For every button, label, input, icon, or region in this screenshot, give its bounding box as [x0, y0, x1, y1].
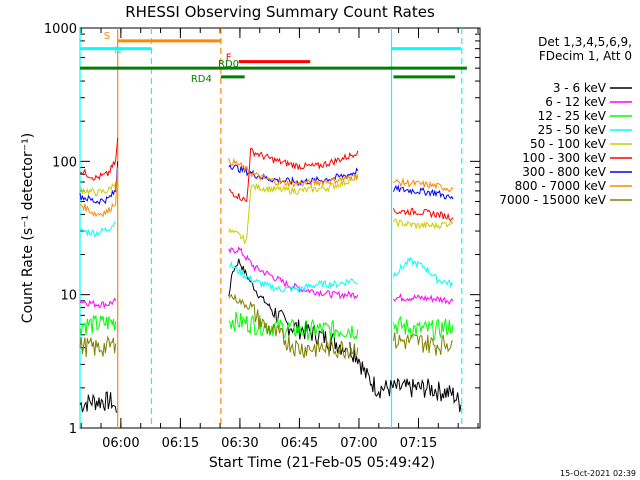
legend-entry-label: 50 - 100 keV	[530, 137, 607, 151]
plot-frame	[79, 27, 481, 429]
legend-entry-label: 800 - 7000 keV	[515, 179, 607, 193]
series-path	[228, 246, 359, 300]
series-path	[79, 314, 117, 336]
series-path	[228, 147, 359, 203]
series-path	[393, 292, 454, 306]
series-path	[228, 164, 359, 187]
legend-header-line-2: FDecim 1, Att 0	[539, 49, 632, 63]
series-path	[79, 297, 117, 310]
y-axis-label: Count Rate (s⁻¹ detector⁻¹)	[20, 133, 36, 323]
series-path	[79, 181, 117, 197]
series-path	[393, 332, 454, 356]
annotation-label: RD0	[218, 59, 239, 70]
series-path	[228, 311, 359, 341]
x-tick-label: 06:45	[281, 436, 318, 451]
series-path	[228, 260, 359, 293]
legend-entry-label: 7000 - 15000 keV	[499, 193, 606, 207]
annotation-label: RD4	[191, 74, 212, 85]
legend-header-line-1: Det 1,3,4,5,6,9,	[538, 35, 632, 49]
series-line	[79, 221, 454, 293]
series-path	[79, 137, 119, 181]
series-path	[349, 342, 462, 413]
y-tick-label: 100	[52, 155, 77, 170]
series-path	[79, 221, 116, 238]
x-tick-label: 06:30	[221, 436, 258, 451]
annotation-label: N	[114, 46, 121, 57]
x-axis-label: Start Time (21-Feb-05 05:49:42)	[209, 455, 435, 471]
series-line	[79, 157, 454, 218]
series-line	[79, 161, 454, 205]
x-tick-label: 07:00	[340, 436, 377, 451]
series-line	[79, 170, 454, 245]
series-path	[228, 293, 359, 360]
series-path	[393, 207, 454, 221]
series-group	[79, 137, 462, 413]
vertical-markers	[79, 28, 463, 428]
y-tick-label: 1000	[44, 22, 77, 37]
legend-entry-label: 3 - 6 keV	[553, 81, 607, 95]
series-line	[79, 137, 454, 221]
x-tick-label: 06:00	[102, 436, 139, 451]
y-tick-label: 10	[60, 289, 77, 304]
series-path	[228, 157, 359, 188]
series-path	[79, 391, 117, 413]
series-line	[79, 246, 454, 310]
series-path	[79, 335, 117, 358]
x-tick-label: 06:15	[162, 436, 199, 451]
series-line	[79, 293, 454, 360]
series-path	[79, 167, 119, 218]
series-path	[393, 315, 454, 343]
annotation-label: F	[226, 53, 232, 64]
legend-entry-label: 12 - 25 keV	[538, 109, 607, 123]
x-axis: 06:00 06:15 06:30 06:45 07:00 07:15	[80, 28, 479, 451]
series-path	[393, 218, 454, 231]
series-path	[228, 170, 359, 245]
annotation-label: S	[104, 31, 110, 42]
legend-entry-label: 300 - 800 keV	[522, 165, 606, 179]
legend-entry-label: 6 - 12 keV	[545, 95, 607, 109]
y-tick-label: 1	[69, 422, 77, 437]
series-path	[393, 257, 454, 289]
series-line	[79, 311, 454, 343]
legend: Det 1,3,4,5,6,9, FDecim 1, Att 0 3 - 6 k…	[499, 35, 632, 207]
series-path	[79, 161, 119, 205]
y-axis: 1 10 100 1000	[44, 22, 480, 437]
series-path	[393, 184, 454, 200]
x-tick-label: 07:15	[400, 436, 437, 451]
legend-entry-label: 100 - 300 keV	[522, 151, 606, 165]
plot-area	[79, 27, 481, 429]
legend-entry-label: 25 - 50 keV	[538, 123, 607, 137]
generation-timestamp: 15-Oct-2021 02:39	[560, 469, 636, 478]
chart-title: RHESSI Observing Summary Count Rates	[125, 3, 435, 21]
series-path	[393, 177, 454, 193]
